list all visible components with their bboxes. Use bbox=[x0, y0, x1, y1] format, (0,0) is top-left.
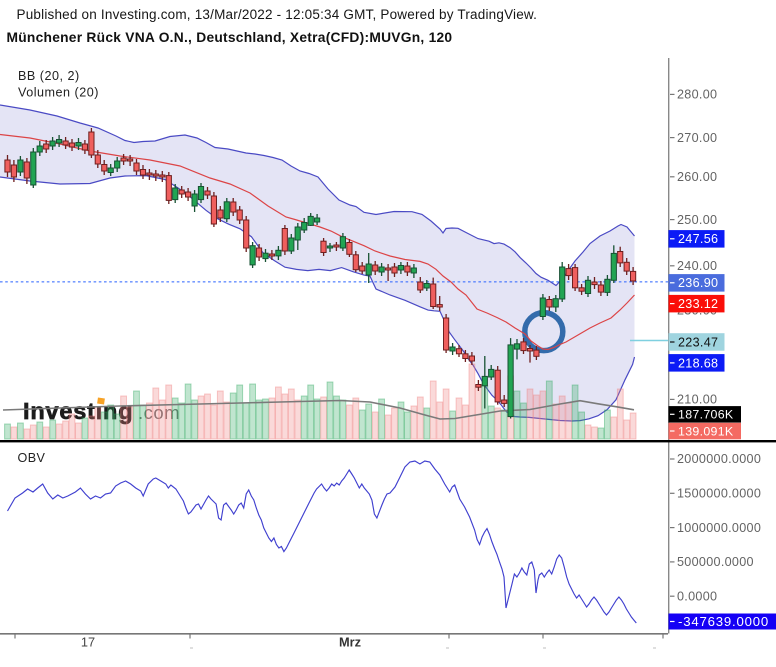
svg-text:1500000.0000: 1500000.0000 bbox=[677, 487, 761, 501]
svg-text:280.00: 280.00 bbox=[677, 88, 717, 102]
svg-text:-347639.0000: -347639.0000 bbox=[678, 614, 769, 629]
svg-text:Volumen (20): Volumen (20) bbox=[18, 86, 99, 100]
svg-text:BB (20, 2): BB (20, 2) bbox=[18, 69, 80, 83]
svg-text:187.706K: 187.706K bbox=[678, 408, 734, 422]
svg-text:247.56: 247.56 bbox=[678, 232, 718, 246]
svg-text:Published on Investing.com, 13: Published on Investing.com, 13/Mar/2022 … bbox=[17, 7, 538, 22]
svg-text:139.091K: 139.091K bbox=[678, 424, 734, 438]
svg-text:210.00: 210.00 bbox=[677, 393, 717, 407]
svg-text:2000000.0000: 2000000.0000 bbox=[677, 452, 761, 466]
svg-text:260.00: 260.00 bbox=[677, 170, 717, 184]
svg-text:233.12: 233.12 bbox=[678, 297, 718, 311]
svg-text:223.47: 223.47 bbox=[678, 335, 718, 349]
svg-text:Münchener Rück VNA O.N., Deuts: Münchener Rück VNA O.N., Deutschland, Xe… bbox=[7, 30, 453, 45]
svg-text:Mrz: Mrz bbox=[339, 635, 361, 650]
svg-text:0.0000: 0.0000 bbox=[677, 589, 717, 603]
svg-text:OBV: OBV bbox=[18, 451, 46, 465]
svg-text:236.90: 236.90 bbox=[678, 276, 718, 290]
svg-text:240.00: 240.00 bbox=[677, 259, 717, 273]
svg-text:500000.0000: 500000.0000 bbox=[677, 555, 754, 569]
svg-text:1000000.0000: 1000000.0000 bbox=[677, 521, 761, 535]
svg-text:250.00: 250.00 bbox=[677, 213, 717, 227]
svg-text:270.00: 270.00 bbox=[677, 131, 717, 145]
svg-text:17: 17 bbox=[81, 635, 95, 650]
svg-text:218.68: 218.68 bbox=[678, 356, 718, 370]
